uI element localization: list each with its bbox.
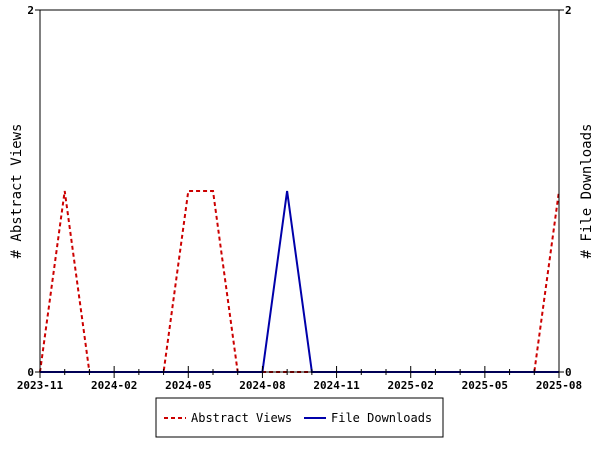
x-tick-label: 2024-02 bbox=[91, 379, 137, 392]
y-axes: 0 2 0 2 bbox=[27, 4, 571, 379]
legend-box bbox=[155, 397, 444, 438]
x-tick-label: 2025-02 bbox=[388, 379, 434, 392]
plot-area bbox=[39, 190, 560, 373]
x-axis: 2023-11 2024-02 2024-05 2024-08 2024-11 2025-… bbox=[17, 366, 582, 392]
x-tick-label: 2024-08 bbox=[239, 379, 285, 392]
x-tick-label: 2024-11 bbox=[313, 379, 360, 392]
x-tick-label: 2025-08 bbox=[536, 379, 582, 392]
plot-frame bbox=[39, 9, 560, 373]
y-tick-label: 2 bbox=[27, 4, 34, 17]
legend: Abstract Views File Downloads bbox=[155, 397, 444, 438]
legend-label-abstract-views: Abstract Views bbox=[191, 411, 292, 425]
series-line-file-downloads bbox=[40, 190, 559, 373]
x-tick-label: 2023-11 bbox=[17, 379, 64, 392]
y2-axis-title: # File Downloads bbox=[579, 124, 595, 259]
y-tick-label: 0 bbox=[27, 366, 34, 379]
x-tick-label: 2024-05 bbox=[165, 379, 211, 392]
x-tick-label: 2025-05 bbox=[462, 379, 508, 392]
y2-tick-label: 0 bbox=[565, 366, 572, 379]
y-axis-title: # Abstract Views bbox=[9, 124, 25, 259]
y2-tick-label: 2 bbox=[565, 4, 572, 17]
legend-label-file-downloads: File Downloads bbox=[331, 411, 432, 425]
